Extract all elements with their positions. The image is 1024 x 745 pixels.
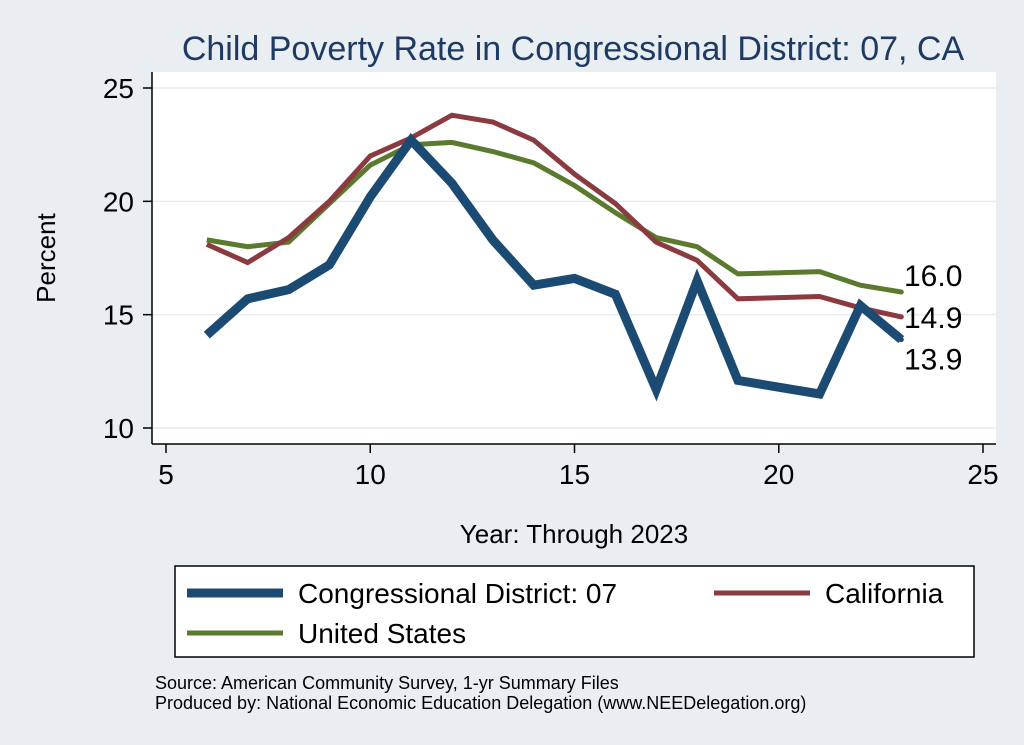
x-axis-title: Year: Through 2023	[460, 519, 688, 549]
end-label-congressional-district-07: 13.9	[904, 344, 962, 377]
end-label-united-states: 16.0	[904, 260, 962, 293]
x-axis-ticks: 5 10 15 20 25	[158, 444, 999, 490]
series-end-point-california	[898, 314, 904, 320]
y-tick-label-10: 10	[103, 413, 134, 444]
legend: Congressional District: 07 California Un…	[174, 565, 975, 658]
source-note: Source: American Community Survey, 1-yr …	[155, 673, 619, 693]
y-axis-ticks: 10 15 20 25	[103, 73, 152, 444]
end-label-california: 14.9	[904, 302, 962, 335]
chart-title: Child Poverty Rate in Congressional Dist…	[182, 30, 965, 68]
produced-by-note: Produced by: National Economic Education…	[155, 693, 806, 713]
y-tick-label-25: 25	[103, 73, 134, 104]
series-line-congressional-district-07	[203, 133, 905, 402]
legend-label-california: California	[825, 578, 944, 609]
y-tick-label-20: 20	[103, 186, 134, 217]
y-tick-label-15: 15	[103, 300, 134, 331]
series-end-point-congressional-district-07	[898, 337, 904, 343]
x-tick-label-15: 15	[559, 459, 590, 490]
end-labels: 16.0 14.9 13.9	[904, 260, 962, 377]
plot-area	[152, 72, 996, 444]
series-group	[203, 112, 905, 402]
series-line-california	[205, 112, 902, 320]
x-tick-label-25: 25	[967, 459, 998, 490]
legend-label-united-states: United States	[298, 618, 466, 649]
x-tick-label-5: 5	[158, 459, 174, 490]
legend-box	[174, 565, 975, 658]
legend-label-congressional-district: Congressional District: 07	[298, 578, 617, 609]
x-tick-label-10: 10	[355, 459, 386, 490]
series-end-point-united-states	[898, 289, 904, 295]
y-axis-title: Percent	[31, 212, 61, 302]
x-tick-label-20: 20	[763, 459, 794, 490]
